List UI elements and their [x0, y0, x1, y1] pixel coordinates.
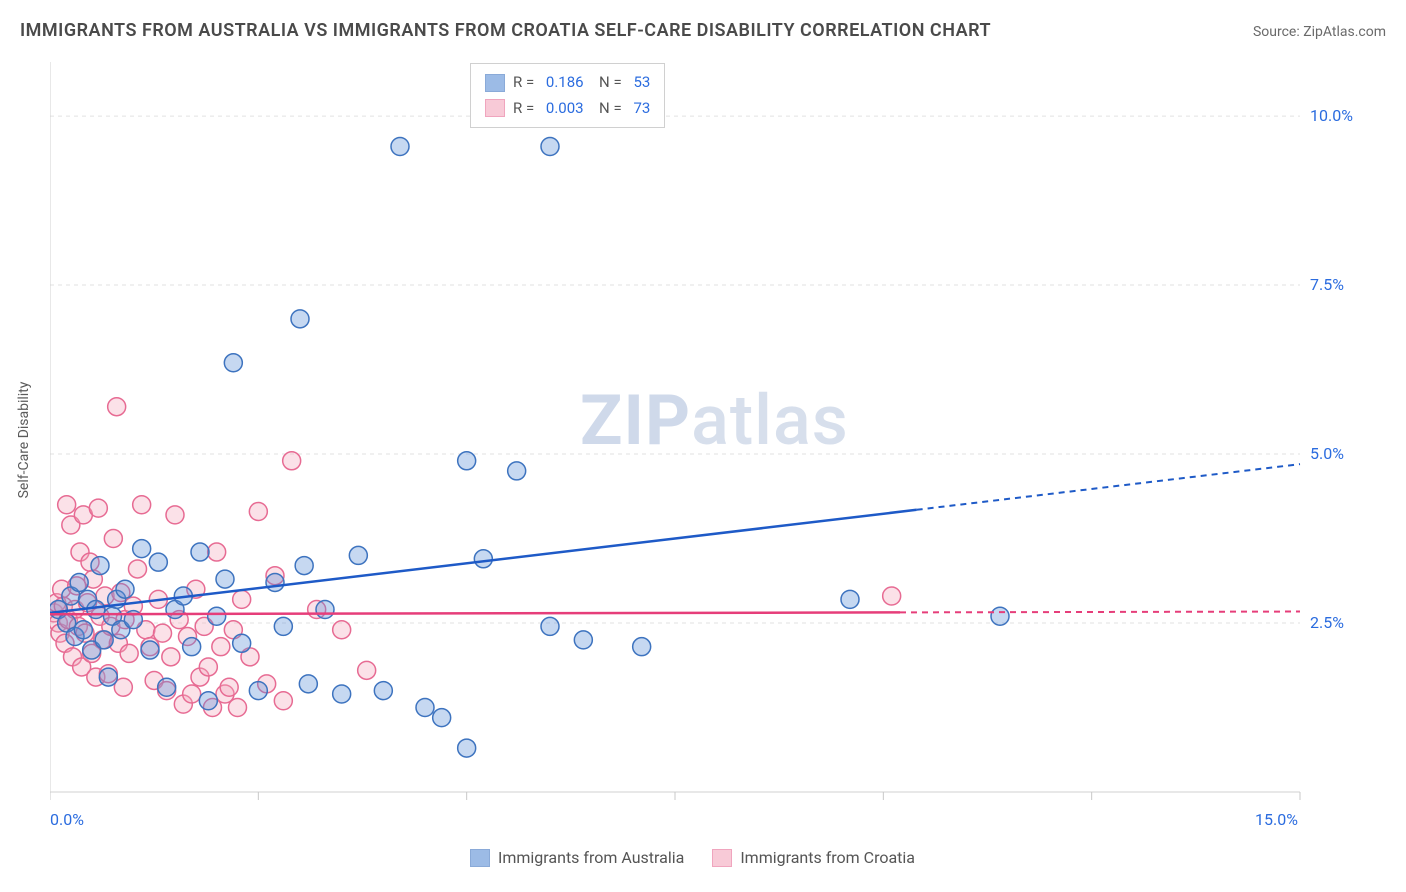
data-point: [883, 587, 901, 605]
series-legend-item: Immigrants from Croatia: [712, 848, 915, 867]
data-point: [333, 685, 351, 703]
data-point: [274, 617, 292, 635]
data-point: [108, 398, 126, 416]
data-point: [58, 496, 76, 514]
legend-row: R = 0.003 N = 73: [485, 96, 650, 122]
data-point: [574, 631, 592, 649]
data-point: [208, 543, 226, 561]
source-credit: Source: ZipAtlas.com: [1253, 24, 1386, 40]
x-corner-label: 15.0%: [1255, 810, 1298, 829]
data-point: [212, 638, 230, 656]
data-point: [120, 644, 138, 662]
data-point: [162, 648, 180, 666]
y-tick-label: 10.0%: [1310, 106, 1353, 125]
data-point: [158, 678, 176, 696]
data-point: [91, 557, 109, 575]
data-point: [266, 573, 284, 591]
legend-r-label: R =: [513, 70, 534, 96]
data-point: [249, 682, 267, 700]
legend-n-label: N =: [592, 96, 622, 122]
data-point: [133, 540, 151, 558]
y-tick-label: 5.0%: [1310, 444, 1344, 463]
chart-title: IMMIGRANTS FROM AUSTRALIA VS IMMIGRANTS …: [20, 20, 991, 41]
legend-row: R = 0.186 N = 53: [485, 70, 650, 96]
data-point: [104, 530, 122, 548]
data-point: [283, 452, 301, 470]
y-tick-label: 2.5%: [1310, 613, 1344, 632]
scatter-plot: [50, 62, 1350, 832]
data-point: [541, 137, 559, 155]
data-point: [87, 601, 105, 619]
legend-r-value[interactable]: 0.003: [542, 96, 583, 122]
data-point: [199, 692, 217, 710]
series-label: Immigrants from Australia: [498, 848, 684, 867]
y-axis-label: Self-Care Disability: [16, 382, 32, 499]
data-point: [274, 692, 292, 710]
data-point: [233, 634, 251, 652]
data-point: [508, 462, 526, 480]
data-point: [249, 502, 267, 520]
data-point: [333, 621, 351, 639]
data-point: [458, 739, 476, 757]
legend-swatch: [485, 74, 505, 92]
source-prefix: Source:: [1253, 24, 1303, 40]
correlation-legend: R = 0.186 N = 53R = 0.003 N = 73: [470, 63, 665, 128]
data-point: [229, 699, 247, 717]
data-point: [433, 709, 451, 727]
data-point: [541, 617, 559, 635]
data-point: [70, 573, 88, 591]
trend-line-extrapolated: [900, 612, 1300, 613]
data-point: [191, 543, 209, 561]
legend-swatch: [485, 99, 505, 117]
data-point: [216, 570, 234, 588]
data-point: [416, 699, 434, 717]
legend-r-label: R =: [513, 96, 534, 122]
data-point: [141, 641, 159, 659]
data-point: [391, 137, 409, 155]
data-point: [316, 601, 334, 619]
legend-n-value[interactable]: 53: [630, 70, 651, 96]
data-point: [358, 661, 376, 679]
data-point: [220, 678, 238, 696]
data-point: [349, 546, 367, 564]
data-point: [95, 631, 113, 649]
legend-swatch: [712, 849, 732, 867]
data-point: [208, 607, 226, 625]
data-point: [129, 560, 147, 578]
series-label: Immigrants from Croatia: [740, 848, 915, 867]
data-point: [116, 580, 134, 598]
data-point: [374, 682, 392, 700]
data-point: [991, 607, 1009, 625]
data-point: [841, 590, 859, 608]
trend-line: [50, 510, 917, 613]
x-corner-label: 0.0%: [50, 810, 84, 829]
data-point: [183, 685, 201, 703]
data-point: [154, 624, 172, 642]
data-point: [149, 553, 167, 571]
source-link[interactable]: ZipAtlas.com: [1303, 24, 1386, 40]
series-legend: Immigrants from Australia Immigrants from…: [470, 848, 915, 867]
y-tick-label: 7.5%: [1310, 275, 1344, 294]
data-point: [458, 452, 476, 470]
data-point: [166, 506, 184, 524]
trend-line-extrapolated: [917, 464, 1300, 510]
legend-n-label: N =: [592, 70, 622, 96]
legend-n-value[interactable]: 73: [630, 96, 651, 122]
data-point: [295, 557, 313, 575]
data-point: [224, 354, 242, 372]
legend-swatch: [470, 849, 490, 867]
data-point: [474, 550, 492, 568]
data-point: [199, 658, 217, 676]
series-legend-item: Immigrants from Australia: [470, 848, 684, 867]
data-point: [633, 638, 651, 656]
data-point: [74, 621, 92, 639]
data-point: [183, 638, 201, 656]
data-point: [291, 310, 309, 328]
data-point: [99, 668, 117, 686]
data-point: [233, 590, 251, 608]
legend-r-value[interactable]: 0.186: [542, 70, 583, 96]
data-point: [133, 496, 151, 514]
data-point: [89, 499, 107, 517]
data-point: [299, 675, 317, 693]
